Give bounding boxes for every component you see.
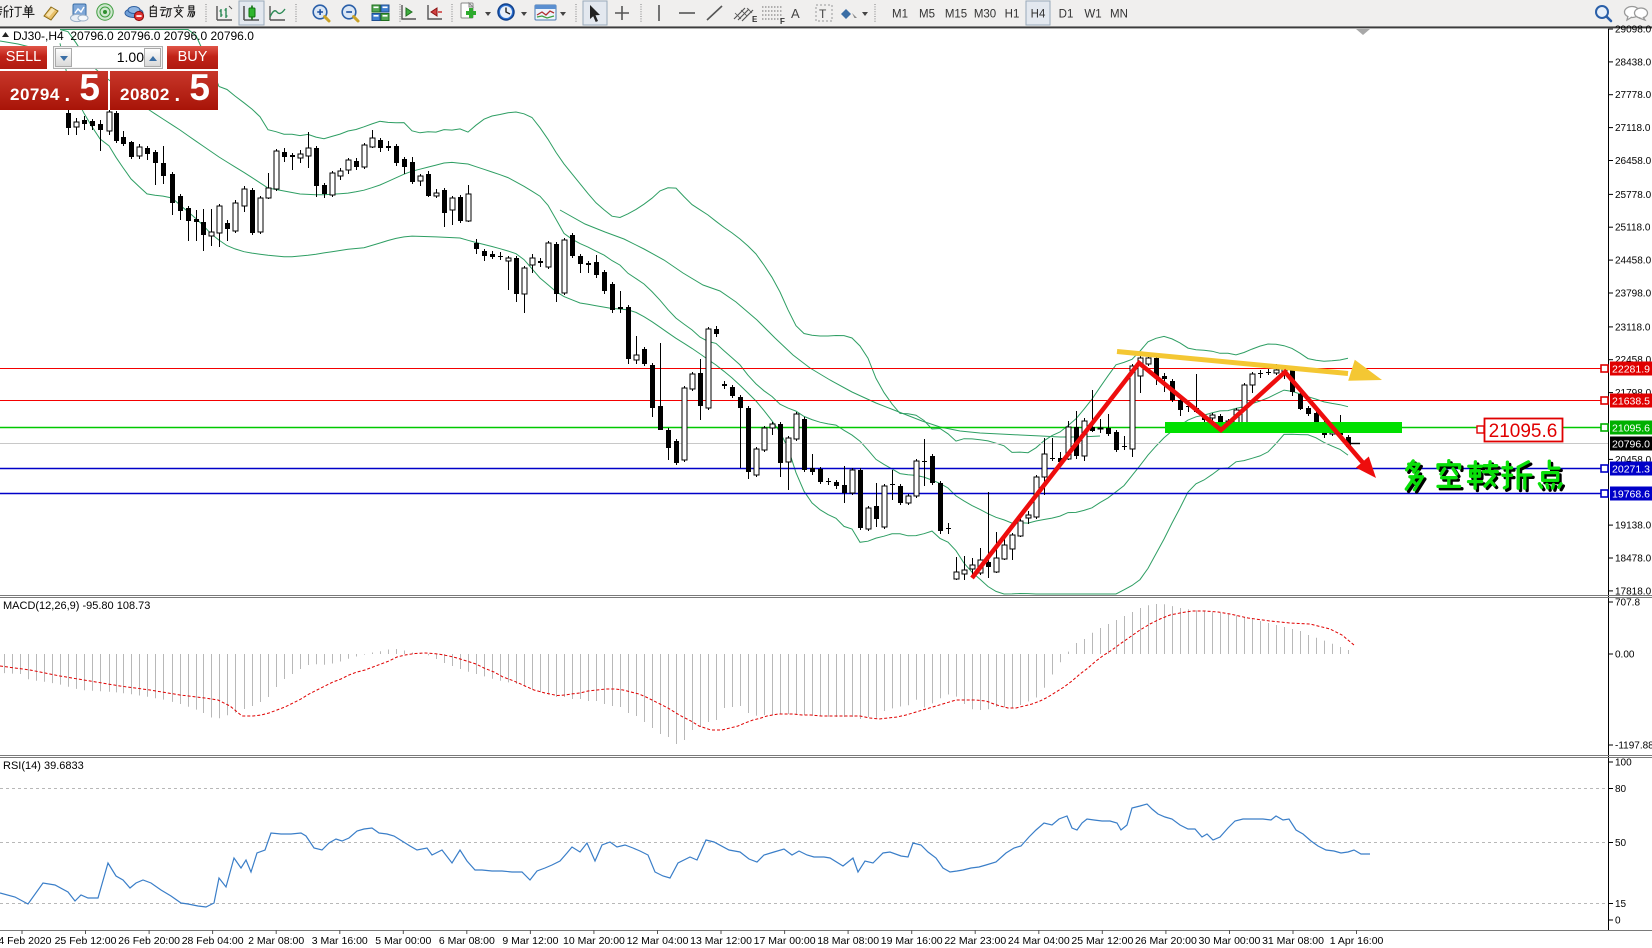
svg-text:24 Mar 04:00: 24 Mar 04:00 (1008, 935, 1070, 947)
svg-text:M5: M5 (919, 9, 935, 21)
svg-text:-1197.88: -1197.88 (1615, 741, 1652, 752)
svg-text:25118.0: 25118.0 (1615, 223, 1651, 234)
svg-text:100: 100 (1615, 758, 1632, 769)
svg-text:26 Feb 20:00: 26 Feb 20:00 (118, 935, 180, 947)
svg-text:22 Mar 23:00: 22 Mar 23:00 (944, 935, 1006, 947)
svg-text:28 Feb 04:00: 28 Feb 04:00 (182, 935, 244, 947)
svg-text:15: 15 (1615, 899, 1627, 910)
svg-text:F: F (780, 17, 785, 26)
svg-text:26 Mar 20:00: 26 Mar 20:00 (1135, 935, 1197, 947)
svg-text:25 Feb 12:00: 25 Feb 12:00 (55, 935, 117, 947)
svg-text:H4: H4 (1031, 9, 1046, 21)
svg-text:22458.0: 22458.0 (1615, 355, 1652, 366)
svg-text:21095.6: 21095.6 (1612, 423, 1650, 435)
svg-text:80: 80 (1615, 784, 1627, 795)
svg-text:19768.6: 19768.6 (1612, 489, 1650, 501)
svg-text:30 Mar 00:00: 30 Mar 00:00 (1199, 935, 1261, 947)
svg-text:DJ30-,H4 20796.0 20796.0 2079: DJ30-,H4 20796.0 20796.0 20796.0 20796.0 (13, 29, 254, 43)
svg-text:9 Mar 12:00: 9 Mar 12:00 (502, 935, 558, 947)
svg-text:24458.0: 24458.0 (1615, 256, 1652, 267)
svg-text:707.8: 707.8 (1615, 598, 1640, 609)
svg-text:25778.0: 25778.0 (1615, 190, 1652, 201)
svg-text:3 Mar 16:00: 3 Mar 16:00 (312, 935, 368, 947)
svg-text:0: 0 (1615, 916, 1621, 927)
svg-text:MACD(12,26,9) -95.80 108.73: MACD(12,26,9) -95.80 108.73 (3, 600, 150, 612)
svg-text:22281.9: 22281.9 (1612, 364, 1650, 376)
svg-text:6 Mar 08:00: 6 Mar 08:00 (439, 935, 495, 947)
svg-text:20271.3: 20271.3 (1612, 464, 1650, 476)
svg-text:31 Mar 08:00: 31 Mar 08:00 (1262, 935, 1324, 947)
svg-text:2 Mar 08:00: 2 Mar 08:00 (248, 935, 304, 947)
svg-text:RSI(14) 39.6833: RSI(14) 39.6833 (3, 760, 84, 772)
svg-text:0.00: 0.00 (1615, 650, 1635, 661)
svg-text:27118.0: 27118.0 (1615, 123, 1651, 134)
svg-text:A: A (791, 6, 800, 21)
svg-text:21095.6: 21095.6 (1489, 421, 1558, 442)
svg-text:19138.0: 19138.0 (1615, 521, 1652, 532)
svg-text:18 Mar 08:00: 18 Mar 08:00 (817, 935, 879, 947)
svg-text:20796.0: 20796.0 (1612, 439, 1650, 451)
svg-text:MN: MN (1110, 9, 1128, 21)
svg-text:H1: H1 (1005, 9, 1020, 21)
svg-text:28438.0: 28438.0 (1615, 57, 1652, 68)
svg-text:20458.0: 20458.0 (1615, 455, 1652, 466)
svg-text:23798.0: 23798.0 (1615, 289, 1652, 300)
svg-text:M15: M15 (945, 9, 967, 21)
svg-text:1 Apr 16:00: 1 Apr 16:00 (1330, 935, 1384, 947)
svg-text:M30: M30 (974, 9, 996, 21)
svg-text:29098.0: 29098.0 (1615, 25, 1652, 36)
svg-text:26458.0: 26458.0 (1615, 156, 1652, 167)
svg-text:T: T (819, 7, 827, 21)
svg-text:18478.0: 18478.0 (1615, 554, 1652, 565)
svg-text:10 Mar 20:00: 10 Mar 20:00 (563, 935, 625, 947)
svg-text:25 Mar 12:00: 25 Mar 12:00 (1071, 935, 1133, 947)
svg-text:13 Mar 12:00: 13 Mar 12:00 (690, 935, 752, 947)
svg-text:17818.0: 17818.0 (1615, 586, 1652, 597)
svg-text:24 Feb 2020: 24 Feb 2020 (0, 935, 52, 947)
svg-text:21638.5: 21638.5 (1612, 396, 1650, 408)
svg-text:17 Mar 00:00: 17 Mar 00:00 (754, 935, 816, 947)
svg-text:12 Mar 04:00: 12 Mar 04:00 (627, 935, 689, 947)
svg-text:M1: M1 (892, 9, 908, 21)
svg-text:23118.0: 23118.0 (1615, 322, 1651, 333)
svg-text:27778.0: 27778.0 (1615, 90, 1652, 101)
svg-text:E: E (752, 15, 758, 24)
svg-text:19 Mar 16:00: 19 Mar 16:00 (881, 935, 943, 947)
svg-text:50: 50 (1615, 838, 1627, 849)
svg-text:5 Mar 00:00: 5 Mar 00:00 (375, 935, 431, 947)
svg-text:W1: W1 (1084, 9, 1101, 21)
svg-text:D1: D1 (1059, 9, 1074, 21)
